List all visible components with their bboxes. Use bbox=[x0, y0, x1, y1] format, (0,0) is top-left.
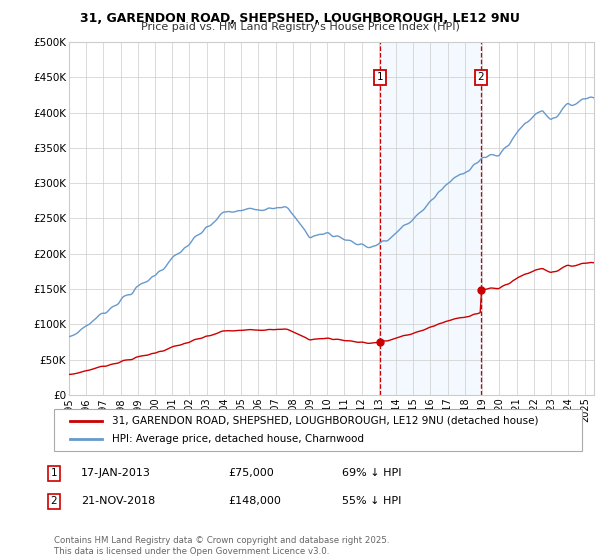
Bar bbox=[380, 42, 481, 395]
Text: Price paid vs. HM Land Registry's House Price Index (HPI): Price paid vs. HM Land Registry's House … bbox=[140, 22, 460, 32]
Text: Contains HM Land Registry data © Crown copyright and database right 2025.
This d: Contains HM Land Registry data © Crown c… bbox=[54, 536, 389, 556]
Text: 55% ↓ HPI: 55% ↓ HPI bbox=[342, 496, 401, 506]
Text: 17-JAN-2013: 17-JAN-2013 bbox=[81, 468, 151, 478]
Text: 2: 2 bbox=[478, 72, 484, 82]
Text: £148,000: £148,000 bbox=[228, 496, 281, 506]
Text: 1: 1 bbox=[50, 468, 58, 478]
Text: HPI: Average price, detached house, Charnwood: HPI: Average price, detached house, Char… bbox=[112, 434, 364, 444]
Text: 69% ↓ HPI: 69% ↓ HPI bbox=[342, 468, 401, 478]
Text: 2: 2 bbox=[50, 496, 58, 506]
Text: 31, GARENDON ROAD, SHEPSHED, LOUGHBOROUGH, LE12 9NU (detached house): 31, GARENDON ROAD, SHEPSHED, LOUGHBOROUG… bbox=[112, 416, 539, 426]
Text: 21-NOV-2018: 21-NOV-2018 bbox=[81, 496, 155, 506]
Text: 1: 1 bbox=[376, 72, 383, 82]
Text: £75,000: £75,000 bbox=[228, 468, 274, 478]
Text: 31, GARENDON ROAD, SHEPSHED, LOUGHBOROUGH, LE12 9NU: 31, GARENDON ROAD, SHEPSHED, LOUGHBOROUG… bbox=[80, 12, 520, 25]
